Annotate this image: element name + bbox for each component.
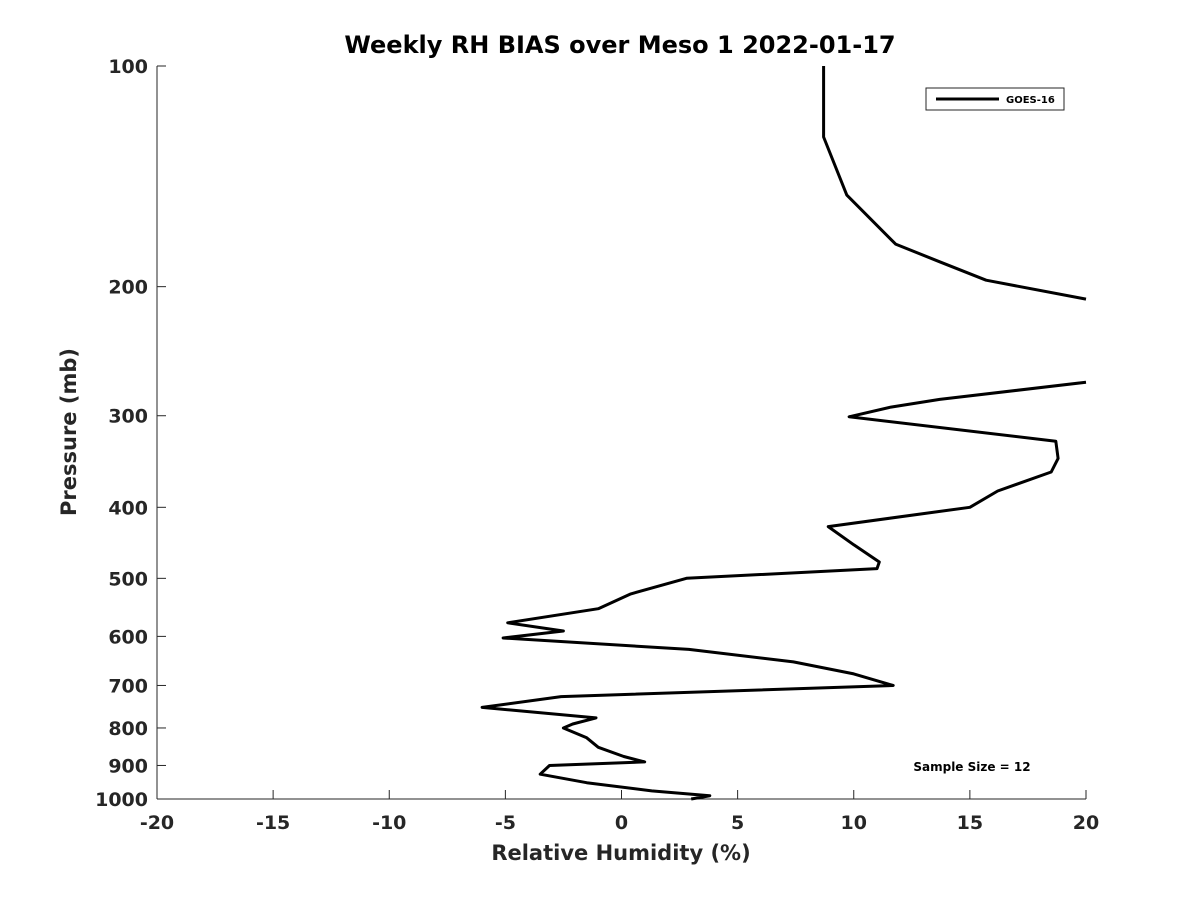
- y-tick-label: 300: [108, 406, 148, 428]
- x-axis-label: Relative Humidity (%): [491, 841, 750, 865]
- y-axis-label: Pressure (mb): [57, 348, 81, 516]
- y-axis-ticks: 100 200 300 400 500 600 700 800 900 1000: [95, 56, 166, 811]
- x-tick-label: -5: [495, 812, 516, 834]
- chart-title: Weekly RH BIAS over Meso 1 2022-01-17: [344, 31, 895, 59]
- y-tick-label: 900: [108, 755, 148, 777]
- y-tick-label: 400: [108, 497, 148, 519]
- legend: GOES-16: [925, 87, 1065, 111]
- series-line-goes16: [822, 66, 1087, 301]
- series-lines: [480, 66, 1087, 801]
- y-tick-label: 100: [108, 56, 148, 78]
- y-tick-label: 600: [108, 626, 148, 648]
- legend-label: GOES-16: [1006, 95, 1055, 106]
- y-tick-label: 700: [108, 675, 148, 697]
- y-tick-label: 1000: [95, 789, 148, 811]
- sample-size-annotation: Sample Size = 12: [913, 760, 1030, 774]
- x-tick-label: -20: [140, 812, 174, 834]
- x-tick-label: 10: [841, 812, 867, 834]
- x-tick-label: 0: [615, 812, 628, 834]
- x-tick-label: 20: [1073, 812, 1099, 834]
- y-tick-label: 500: [108, 568, 148, 590]
- x-tick-label: 15: [957, 812, 983, 834]
- y-tick-label: 800: [108, 718, 148, 740]
- y-tick-label: 200: [108, 277, 148, 299]
- x-tick-label: -10: [372, 812, 406, 834]
- x-tick-label: 5: [731, 812, 744, 834]
- x-tick-label: -15: [256, 812, 290, 834]
- series-line-goes16: [480, 380, 1087, 801]
- x-axis-ticks: -20 -15 -10 -5 0 5 10 15 20: [140, 790, 1099, 834]
